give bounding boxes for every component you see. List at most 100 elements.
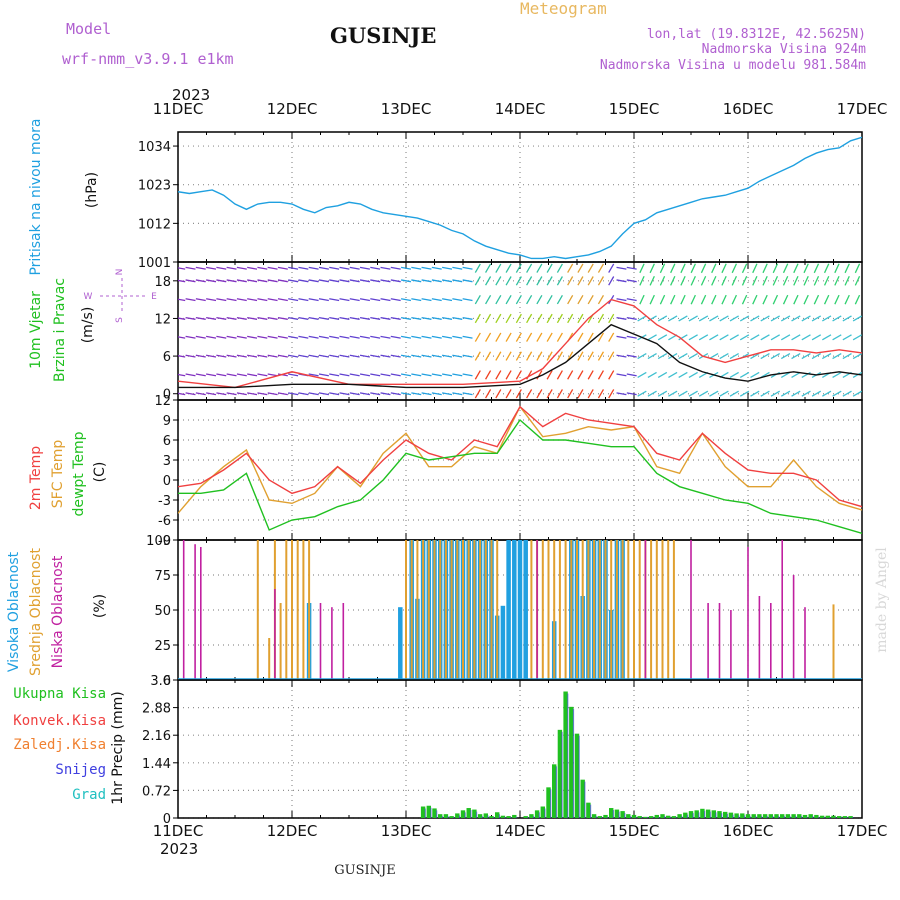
precip-snow-bar [498,814,500,818]
wind-arrow [556,332,563,342]
wind-arrow [431,316,442,320]
precip-bar [500,815,506,818]
precip-bar [626,814,631,818]
wind-arrow [359,266,370,270]
precip-bar [466,808,471,818]
wind-arrow [739,315,750,322]
wind-arrow [587,332,594,342]
precip-snow-bar [766,816,768,818]
wind-arrow [390,298,401,302]
wind-arrow [780,390,791,397]
wind-arrow [647,334,657,341]
wind-arrow [852,353,862,360]
wind-arrow [536,370,543,380]
cloud-bar [194,544,196,680]
precip-bar [460,810,466,818]
wind-arrow [298,279,309,283]
cloud-bar [770,603,772,680]
wind-arrow [587,370,594,380]
precip-snow-bar [852,817,854,818]
precip-snow-bar [755,816,757,818]
wind-arrow [474,313,481,324]
cloud-bar [308,540,311,680]
precip-bar [785,814,791,818]
wind-arrow [185,279,196,283]
wind-arrow [690,294,696,305]
wind-arrow [421,354,432,358]
cloud-bar [285,540,288,680]
wind-arrow [719,390,729,397]
wind-arrow [556,294,563,305]
precip-snow-bar [510,817,512,818]
wind-arrow [567,263,574,273]
precip-snow-bar [835,817,837,818]
cloud-bar [416,540,419,680]
precip-snow-bar [515,816,518,818]
y-tick-label: -3 [158,494,171,509]
wind-arrow [616,335,627,339]
precip-snow-bar [692,813,694,818]
wind-arrow [359,373,370,377]
wind-arrow [832,371,842,378]
wind-arrow [359,279,370,283]
wind-arrow [709,315,719,322]
wind-arrow [647,371,657,378]
wind-arrow [298,335,309,339]
wind-arrow [587,276,594,286]
wind-arrow [370,298,381,302]
precip-snow-bar [544,808,546,818]
cloud-bar [462,540,464,680]
cloud-bar [633,540,635,680]
precip-snow-bar [789,816,791,818]
x-tick-label-top: 12DEC [267,100,318,118]
wind-arrow [411,392,422,396]
wind-arrow [288,335,299,339]
wind-arrow [741,294,748,305]
wind-arrow [556,370,563,380]
wind-arrow [811,315,822,322]
cloud-bar [433,540,436,680]
wind-arrow [688,371,698,378]
precip-snow-bar [527,817,529,818]
wind-arrow [411,298,422,302]
wind-arrow [485,351,492,361]
wind-arrow [485,294,492,305]
precip-bar [455,813,460,818]
precip-bar [808,814,813,818]
precip-snow-bar [732,814,734,818]
cloud-bar [581,540,584,680]
wind-arrow [526,263,533,273]
wind-arrow [257,316,268,320]
wind-arrow [411,354,422,358]
wind-arrow [267,392,278,396]
wind-arrow [288,392,299,396]
y-tick-label: 75 [154,569,171,584]
precip-snow-bar [652,817,654,818]
wind-arrow [178,355,186,358]
cloud-bar [655,540,658,680]
precip-bar [597,816,602,818]
wind-arrow [750,371,760,378]
cloud-bar [427,540,430,680]
wind-arrow [288,373,299,377]
wind-arrow [452,373,463,377]
precip-bar [740,813,745,818]
cloud-bar [758,596,761,680]
precip-snow-bar [436,810,438,818]
precip-panel: 0 0.72 1.44 2.16 2.88 3.6 [142,674,863,827]
precip-snow-bar [829,817,831,818]
wind-arrow [277,354,288,358]
precip-bar [637,816,642,818]
precip-snow-bar [624,813,626,818]
wind-arrow [495,276,502,286]
precip-snow-bar [846,817,848,818]
wind-arrow [359,354,370,358]
wind-arrow [854,276,861,286]
y-tick-label: 25 [154,639,171,654]
wind-arrow [390,279,401,283]
wind-arrow [474,263,481,273]
precip-bar [563,691,568,818]
wind-arrow [793,263,799,274]
precip-bar [848,816,853,818]
wind-arrow [380,335,391,339]
